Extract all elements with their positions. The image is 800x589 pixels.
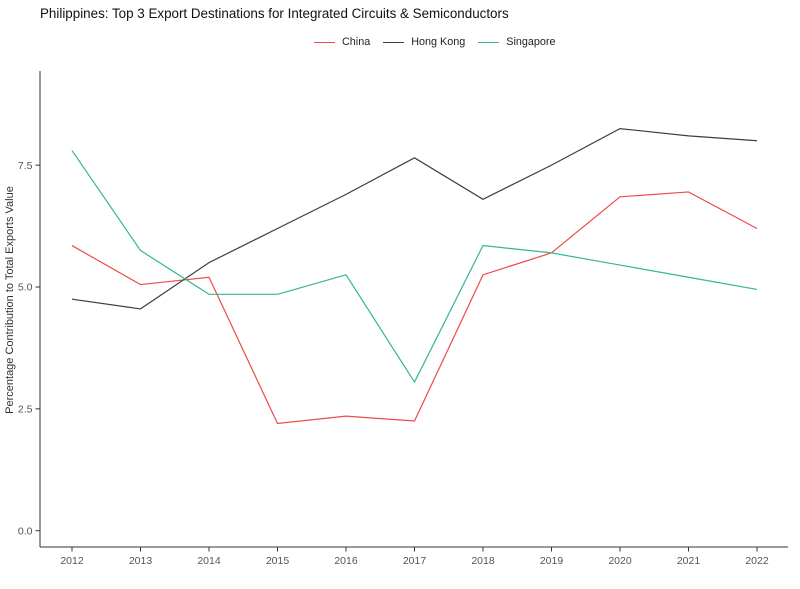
legend-item-singapore: Singapore (478, 35, 555, 50)
x-tick-label: 2019 (540, 555, 564, 567)
x-tick-label: 2017 (403, 555, 427, 567)
legend-line-swatch-hong-kong (383, 41, 405, 44)
chart-title: Philippines: Top 3 Export Destinations f… (40, 6, 509, 21)
x-tick-label: 2013 (129, 555, 153, 567)
series-line-hong-kong (71, 127, 758, 310)
legend: China Hong Kong Singapore (314, 35, 555, 50)
x-tick-label: 2020 (608, 555, 632, 567)
y-tick-label: 7.5 (18, 160, 33, 172)
x-tick-label: 2021 (677, 555, 701, 567)
legend-label-singapore: Singapore (506, 36, 556, 48)
x-tick-label: 2012 (60, 555, 84, 567)
x-tick-label: 2022 (745, 555, 769, 567)
y-tick-label: 2.5 (18, 403, 33, 415)
x-tick-label: 2015 (266, 555, 290, 567)
series-line-singapore (71, 150, 758, 384)
legend-line-swatch-china (314, 41, 335, 44)
legend-label-hong-kong: Hong Kong (411, 36, 466, 48)
y-axis-title: Percentage Contribution to Total Exports… (4, 186, 16, 414)
legend-line-swatch-singapore (478, 41, 500, 44)
legend-item-hong-kong: Hong Kong (383, 35, 465, 50)
series-line-china (71, 191, 758, 425)
legend-item-china: China (314, 35, 370, 50)
legend-label-china: China (342, 36, 371, 48)
x-tick-label: 2014 (197, 555, 221, 567)
x-tick-label: 2018 (471, 555, 495, 567)
y-tick-label: 0.0 (18, 525, 33, 537)
x-tick-label: 2016 (334, 555, 358, 567)
y-tick-label: 5.0 (18, 282, 33, 294)
